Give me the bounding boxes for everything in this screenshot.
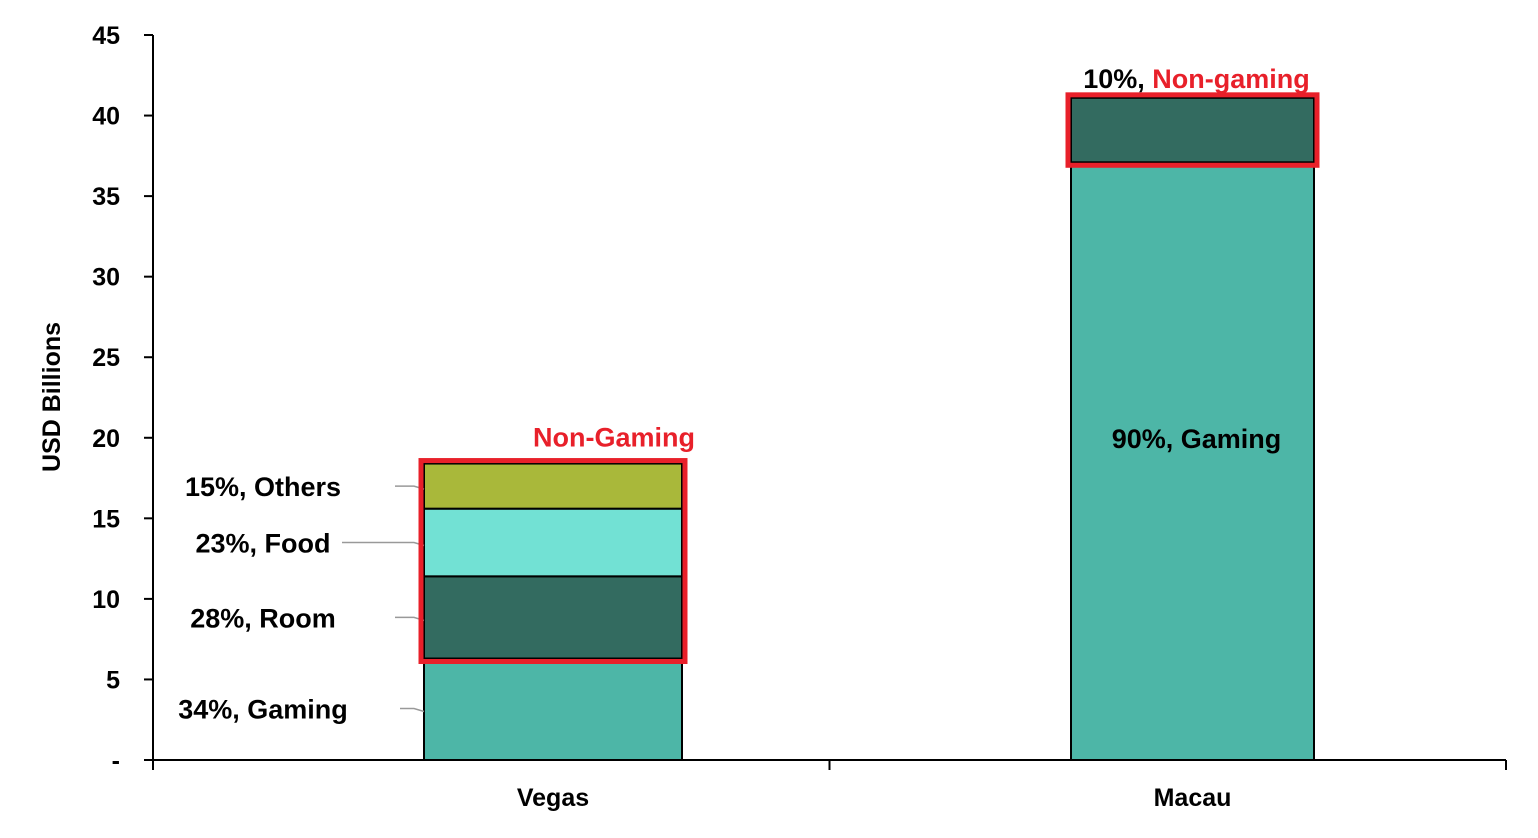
- leader-line: [400, 707, 425, 713]
- bar-segment-macau-10-non-gaming: [1070, 96, 1315, 164]
- bar-segment-vegas-28-room: [423, 575, 683, 660]
- y-tick-label: 5: [106, 666, 120, 694]
- segment-label-vegas-15-others: 15%, Others: [185, 472, 341, 502]
- non-gaming-highlight-box: [418, 458, 688, 664]
- y-axis: - 5 10 15 20 25 30 35 40 45: [92, 22, 154, 775]
- bars: [423, 96, 1315, 761]
- callout-non-gaming: Non-Gaming: [533, 423, 695, 453]
- segment-label-vegas-34-gaming: 34%, Gaming: [178, 695, 348, 725]
- y-tick-label: 35: [92, 183, 120, 211]
- y-axis-title: USD Billions: [38, 322, 66, 472]
- y-tick-label: 20: [92, 425, 120, 453]
- leader-line: [342, 541, 425, 547]
- segment-label-vegas-28-room: 28%, Room: [190, 603, 336, 633]
- category-label-vegas: Vegas: [517, 784, 589, 812]
- y-tick-label: 40: [92, 103, 120, 131]
- bar-segment-vegas-23-food: [423, 507, 683, 578]
- bar-segment-vegas-34-gaming: [423, 657, 683, 761]
- y-tick-label: 10: [92, 586, 120, 614]
- category-label-macau: Macau: [1154, 784, 1232, 812]
- callout-non-gaming: 10%, Non-gaming: [1083, 64, 1310, 94]
- y-tick-label: 45: [92, 22, 120, 50]
- bar-segment-vegas-15-others: [423, 462, 683, 510]
- segment-label-macau-90-gaming: 90%, Gaming: [1112, 424, 1282, 454]
- x-axis: Vegas Macau: [152, 759, 1507, 812]
- non-gaming-highlight-box: [1065, 92, 1320, 168]
- y-tick-label: 15: [92, 505, 120, 533]
- labels: 34%, Gaming 28%, Room 23%, Food 15%, Others…: [178, 64, 1320, 725]
- segment-label-vegas-23-food: 23%, Food: [195, 529, 330, 559]
- y-tick-label: 25: [92, 344, 120, 372]
- y-tick-label: -: [112, 747, 120, 775]
- bar-segment-macau-90-gaming: [1070, 161, 1315, 761]
- y-tick-label: 30: [92, 264, 120, 292]
